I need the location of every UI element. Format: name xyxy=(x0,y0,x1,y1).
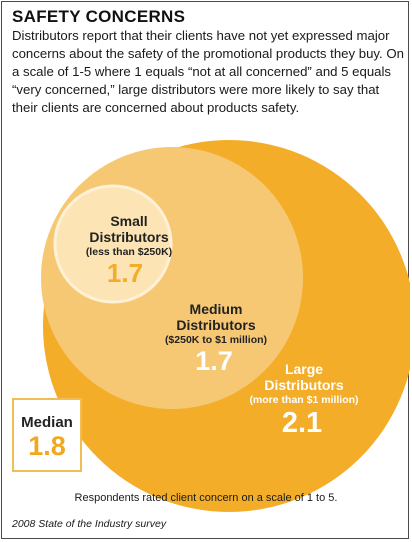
large-range-label: (more than $1 million) xyxy=(249,394,358,406)
medium-label-line2: Distributors xyxy=(176,317,256,333)
footnote: Respondents rated client concern on a sc… xyxy=(2,492,410,504)
small-label-line1: Small xyxy=(110,213,147,229)
medium-range-label: ($250K to $1 million) xyxy=(165,334,267,346)
median-box: Median 1.8 xyxy=(12,398,82,472)
medium-value-label: 1.7 xyxy=(195,346,233,376)
source-note: 2008 State of the Industry survey xyxy=(12,518,166,530)
median-value: 1.8 xyxy=(14,431,80,461)
large-value-label: 2.1 xyxy=(282,407,322,439)
small-value-label: 1.7 xyxy=(107,258,143,288)
medium-label-line1: Medium xyxy=(190,301,243,317)
median-label: Median xyxy=(14,414,80,431)
small-label-line2: Distributors xyxy=(89,229,169,245)
large-label-line1: Large xyxy=(285,361,323,377)
large-label-line2: Distributors xyxy=(264,377,344,393)
small-range-label: (less than $250K) xyxy=(86,246,172,258)
